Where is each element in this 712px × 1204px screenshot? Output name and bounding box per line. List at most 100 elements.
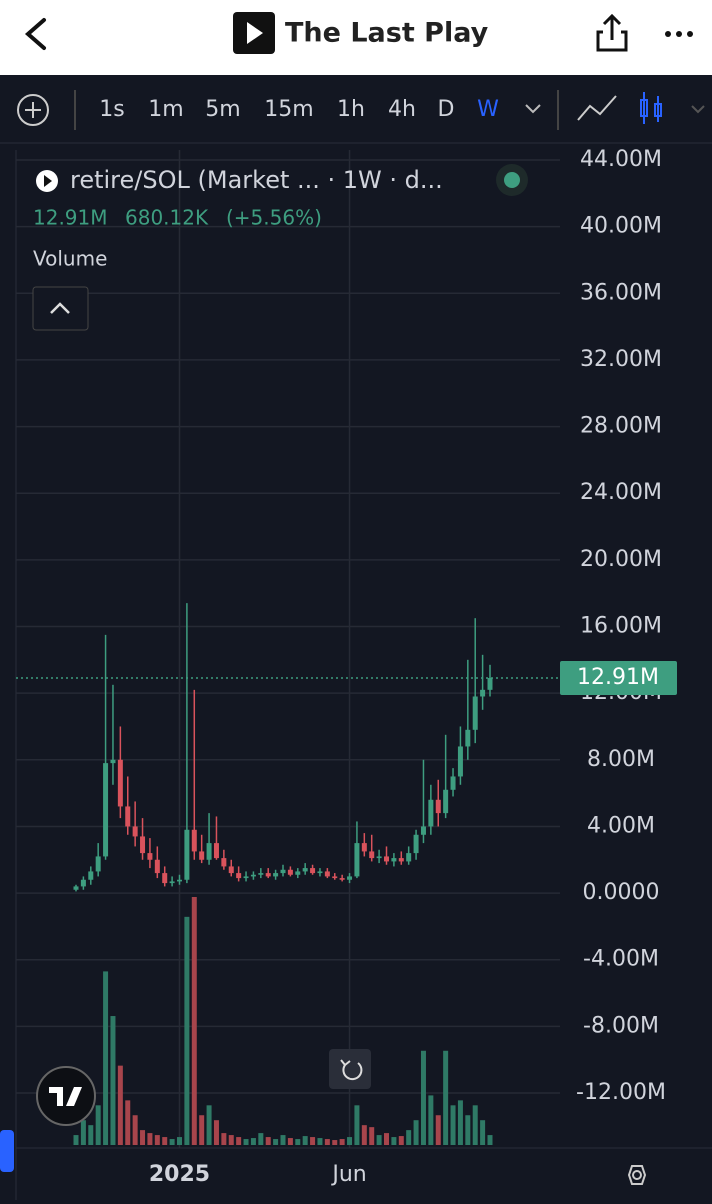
candle-body xyxy=(162,873,168,884)
share-button[interactable] xyxy=(596,13,628,52)
volume-bar xyxy=(435,1115,441,1145)
back-button[interactable] xyxy=(24,18,46,50)
candle-body xyxy=(140,836,146,854)
interval-button[interactable]: 15m xyxy=(264,97,313,122)
volume-bar xyxy=(110,1016,116,1145)
candle-body xyxy=(147,853,153,860)
interval-group: 1s 1m 5m 15m 1h 4h D W xyxy=(99,97,499,122)
collapse-icon xyxy=(50,302,70,314)
x-tick-label: Jun xyxy=(330,1162,366,1187)
candle-body xyxy=(310,868,316,874)
add-indicator[interactable] xyxy=(17,94,49,126)
candle-body xyxy=(369,851,375,859)
volume-bar xyxy=(236,1137,242,1145)
volume-bar xyxy=(450,1105,456,1145)
legend-symbol: retire/SOL (Market ... · 1W · d... xyxy=(70,166,443,194)
price-label: 12.91M xyxy=(577,665,659,690)
line-style-icon[interactable] xyxy=(577,95,617,121)
volume-bar xyxy=(132,1115,138,1145)
volume-bar xyxy=(243,1139,249,1145)
interval-button[interactable]: D xyxy=(438,97,455,122)
candle-body xyxy=(191,829,197,852)
symbol-icon-play xyxy=(44,175,52,187)
volume-bar xyxy=(369,1127,375,1145)
y-tick-label: 16.00M xyxy=(580,614,662,639)
candle-body xyxy=(361,843,367,852)
x-tick-label: 2025 xyxy=(149,1162,210,1187)
volume-bar xyxy=(250,1138,256,1145)
candle-body xyxy=(391,858,397,862)
volume-bar xyxy=(265,1137,271,1145)
volume-bar xyxy=(147,1133,153,1145)
candle-body xyxy=(221,858,227,867)
volume-pane xyxy=(73,897,493,1145)
volume-bar xyxy=(287,1138,293,1145)
candle-body xyxy=(339,878,345,880)
y-tick-label: 4.00M xyxy=(587,813,655,838)
volume-bar xyxy=(487,1135,493,1145)
side-handle[interactable] xyxy=(0,1130,14,1172)
candle-body xyxy=(420,826,426,835)
candle-body xyxy=(465,729,471,747)
price-label-bg xyxy=(560,660,677,695)
volume-bar xyxy=(191,897,197,1145)
candle-body xyxy=(110,759,116,764)
candle-body xyxy=(354,843,360,877)
volume-bar xyxy=(376,1135,382,1145)
style-dropdown[interactable] xyxy=(691,105,705,114)
volume-bar xyxy=(480,1120,486,1145)
volume-bar xyxy=(428,1095,434,1145)
candle-body xyxy=(73,886,79,890)
interval-button[interactable]: W xyxy=(477,97,499,122)
candle-body xyxy=(258,873,264,875)
y-tick-label: 32.00M xyxy=(580,347,662,372)
candle-body xyxy=(117,759,123,807)
candle-body xyxy=(132,826,138,837)
more-button[interactable] xyxy=(665,31,693,37)
candle-body xyxy=(80,879,86,887)
candle-body xyxy=(317,871,323,874)
reset-button[interactable] xyxy=(329,1049,371,1089)
interval-button[interactable]: 1m xyxy=(148,97,183,122)
legend-change: 680.12K xyxy=(125,206,209,230)
volume-bar xyxy=(221,1133,227,1145)
volume-bar xyxy=(80,1120,86,1145)
legend-change-pct: (+5.56%) xyxy=(226,206,322,230)
volume-bar xyxy=(117,1065,123,1145)
status-dot xyxy=(504,172,520,188)
volume-bar xyxy=(391,1137,397,1145)
interval-button[interactable]: 1h xyxy=(337,97,365,122)
candle-body xyxy=(273,873,279,877)
interval-button[interactable]: 5m xyxy=(205,97,240,122)
collapse-legend[interactable] xyxy=(32,286,89,331)
volume-bar xyxy=(472,1105,478,1145)
volume-bar xyxy=(228,1135,234,1145)
interval-dropdown[interactable] xyxy=(525,104,541,114)
header-title: The Last Play xyxy=(285,18,489,49)
candle-body xyxy=(376,856,382,859)
candle-body xyxy=(125,806,131,827)
candle-body xyxy=(398,858,404,862)
volume-bar xyxy=(206,1105,212,1145)
candle-body xyxy=(177,879,182,882)
y-tick-label: 44.00M xyxy=(580,147,662,172)
candle-body xyxy=(295,871,301,875)
volume-bar xyxy=(295,1139,301,1145)
y-tick-label: 28.00M xyxy=(580,414,662,439)
volume-bar xyxy=(73,1135,79,1145)
volume-bar xyxy=(317,1138,323,1145)
y-tick-label: -8.00M xyxy=(583,1013,659,1038)
interval-button[interactable]: 1s xyxy=(99,97,124,122)
y-tick-label: -12.00M xyxy=(576,1080,666,1105)
candle-style-icon[interactable] xyxy=(640,92,662,124)
volume-bar xyxy=(443,1050,449,1145)
interval-button[interactable]: 4h xyxy=(388,97,416,122)
y-tick-label: 24.00M xyxy=(580,480,662,505)
volume-bar xyxy=(324,1139,330,1145)
tv-logo[interactable] xyxy=(36,1066,96,1126)
volume-bar xyxy=(169,1139,175,1145)
settings-button[interactable] xyxy=(627,1165,647,1185)
y-tick-label: 20.00M xyxy=(580,547,662,572)
